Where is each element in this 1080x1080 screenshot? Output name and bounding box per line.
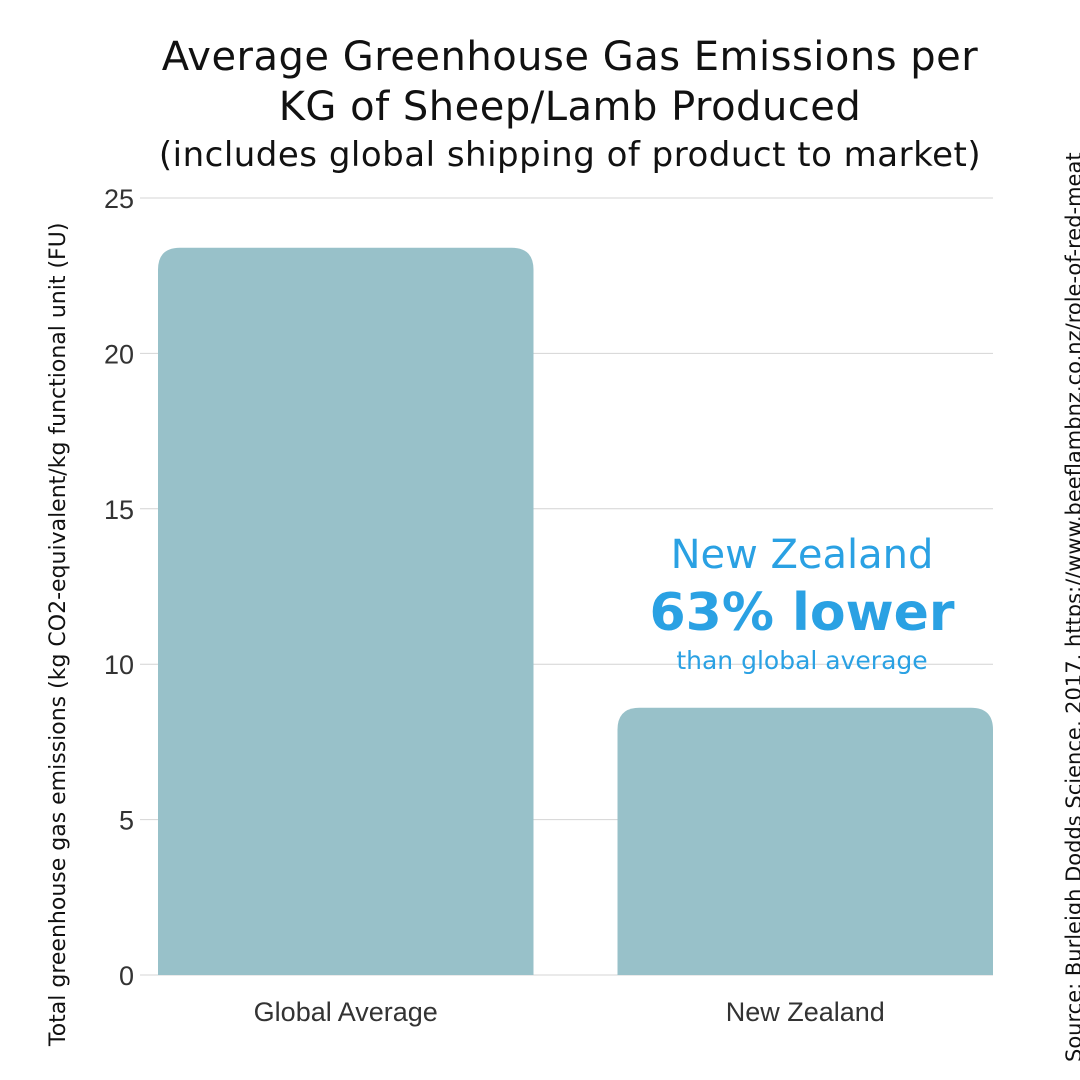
- annotation-line-3: than global average: [676, 646, 928, 675]
- y-axis-ticks: 0 5 10 15 20 25: [104, 184, 134, 991]
- chart-title: Average Greenhouse Gas Emissions per: [161, 34, 979, 80]
- x-category-label: Global Average: [254, 997, 438, 1027]
- bar-new-zealand: [617, 707, 993, 975]
- y-tick-label: 5: [119, 806, 134, 836]
- annotation-line-1: New Zealand: [670, 532, 934, 578]
- annotation-line-2: 63% lower: [649, 583, 955, 643]
- chart-title-block: Average Greenhouse Gas Emissions per KG …: [70, 32, 1070, 178]
- chart-title-line-2: KG of Sheep/Lamb Produced: [278, 84, 862, 130]
- y-tick-label: 0: [119, 961, 134, 991]
- y-tick-label: 10: [104, 650, 134, 680]
- chart-subtitle: (includes global shipping of product to …: [158, 135, 982, 175]
- y-tick-label: 20: [104, 339, 134, 369]
- y-tick-label: 15: [104, 495, 134, 525]
- x-axis-categories: Global Average New Zealand: [254, 997, 885, 1027]
- x-category-label: New Zealand: [726, 997, 885, 1027]
- y-tick-label: 25: [104, 184, 134, 214]
- bars: [158, 247, 993, 975]
- bar-global-average: [158, 247, 534, 975]
- annotation: New Zealand 63% lower than global averag…: [612, 530, 992, 676]
